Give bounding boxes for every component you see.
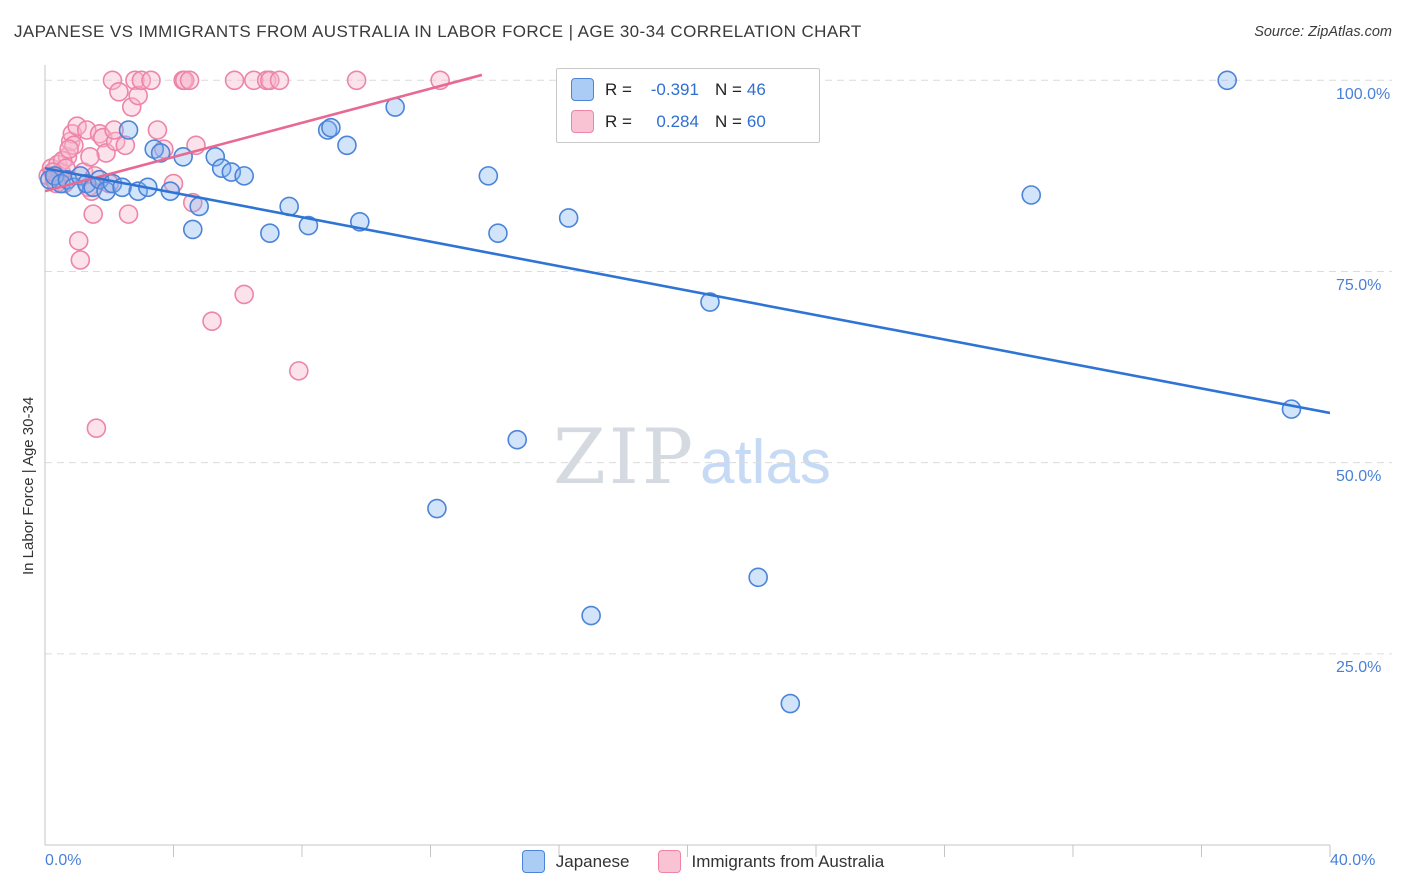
r-label: R = (605, 111, 632, 131)
r-value: 0.284 (656, 111, 699, 131)
page-title: JAPANESE VS IMMIGRANTS FROM AUSTRALIA IN… (14, 22, 862, 41)
bottom-legend: Japanese Immigrants from Australia (0, 850, 1406, 873)
r-value: -0.391 (650, 79, 699, 99)
n-label: N = (714, 111, 742, 131)
y-tick-50: 50.0% (1336, 468, 1382, 485)
legend-row-japanese: R = -0.391 N = 46 (571, 78, 805, 101)
legend-label-japanese: Japanese (555, 851, 630, 871)
source-credit: Source: ZipAtlas.com (1254, 24, 1392, 40)
australia-swatch-icon (571, 110, 594, 133)
r-label: R = (605, 79, 632, 99)
x-max-label: 40.0% (1330, 852, 1376, 869)
watermark: ZIP atlas (553, 412, 831, 501)
legend-row-australia: R = 0.284 N = 60 (571, 110, 805, 133)
n-value: 46 (746, 79, 766, 99)
watermark-zip: ZIP (553, 412, 696, 501)
legend-item-australia: Immigrants from Australia (657, 850, 885, 873)
correlation-legend-box: R = -0.391 N = 46 R = 0.284 N = 60 (556, 68, 820, 143)
n-value: 60 (746, 111, 766, 131)
japanese-swatch-icon (521, 850, 545, 873)
australia-swatch-icon (657, 850, 681, 873)
y-tick-75: 75.0% (1336, 277, 1382, 294)
n-label: N = (714, 79, 742, 99)
legend-item-japanese: Japanese (521, 850, 630, 873)
y-tick-25: 25.0% (1336, 659, 1382, 676)
legend-label-australia: Immigrants from Australia (691, 851, 885, 871)
japanese-swatch-icon (571, 78, 594, 101)
x-min-label: 0.0% (45, 852, 82, 869)
y-tick-100: 100.0% (1336, 86, 1391, 103)
